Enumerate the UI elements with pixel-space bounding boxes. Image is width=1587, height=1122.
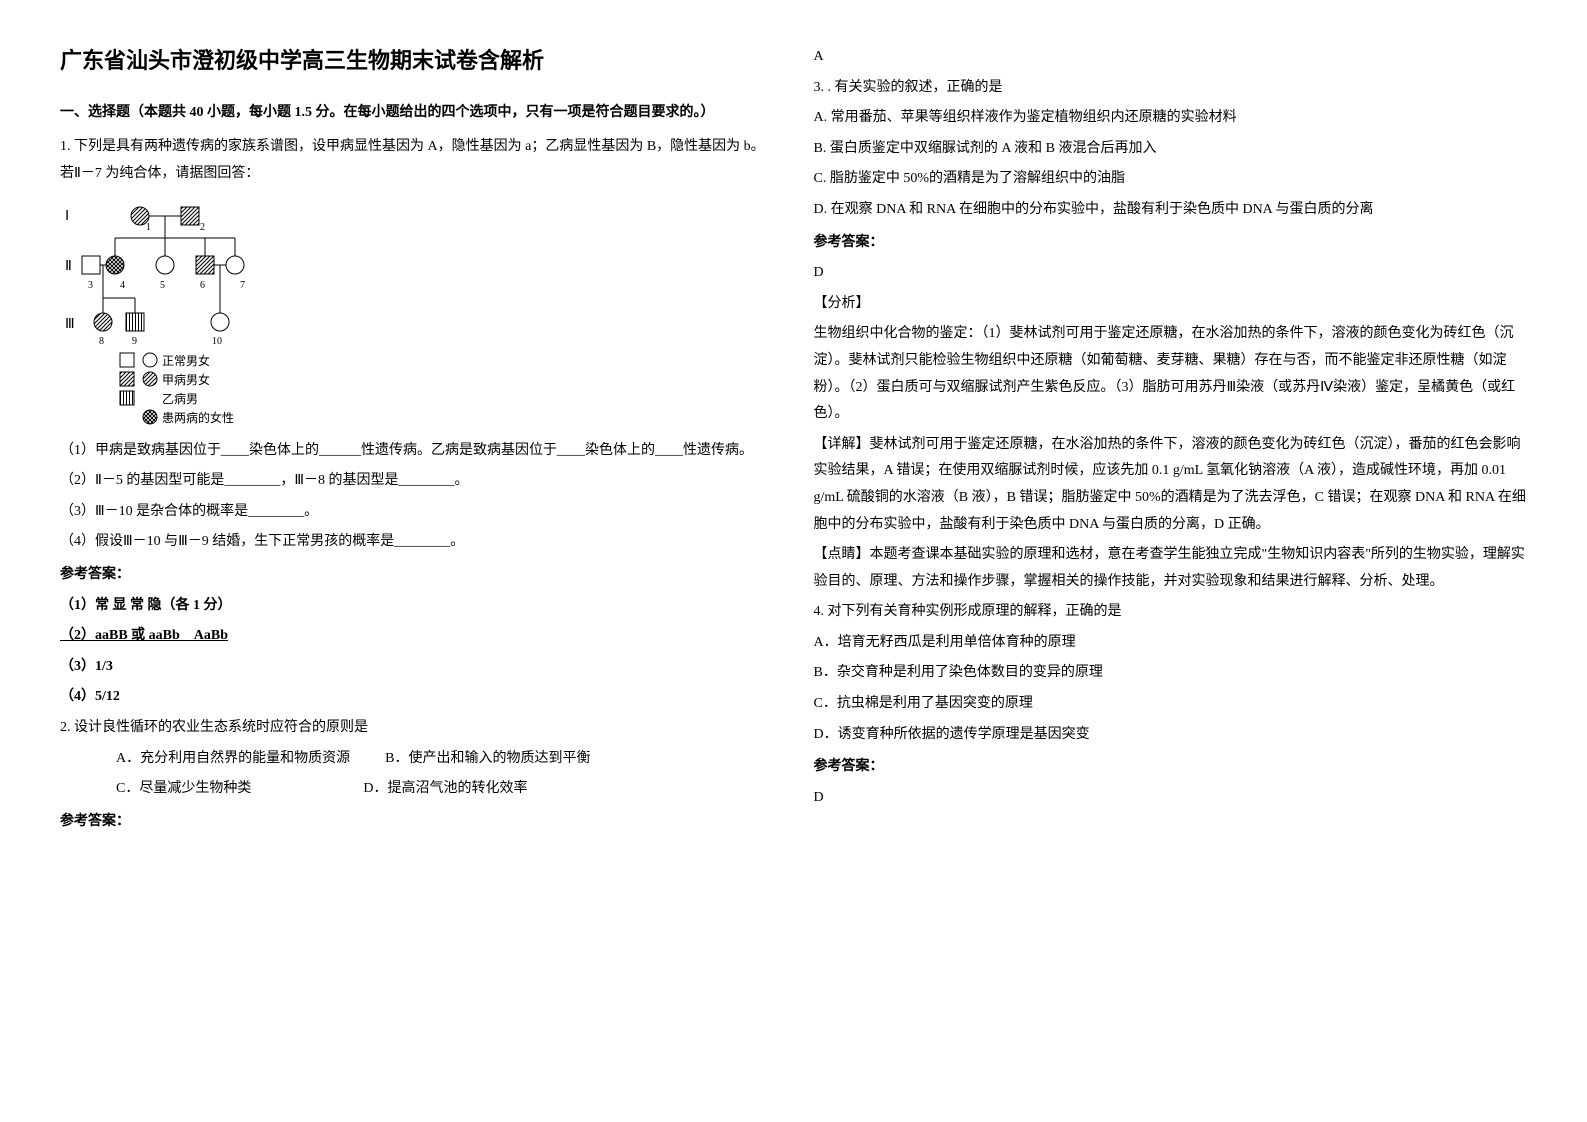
svg-text:患两病的女性: 患两病的女性 xyxy=(162,410,234,425)
svg-text:8: 8 xyxy=(99,336,104,347)
q4-optC: C．抗虫棉是利用了基因突变的原理 xyxy=(814,691,1528,718)
q2-row2: C．尽量减少生物种类 D．提高沼气池的转化效率 xyxy=(60,776,774,803)
svg-text:10: 10 xyxy=(212,336,222,347)
svg-text:Ⅱ: Ⅱ xyxy=(65,259,72,274)
svg-text:5: 5 xyxy=(160,280,165,291)
q2-optD: D．提高沼气池的转化效率 xyxy=(363,781,527,796)
q1-ans2: （2）aaBB 或 aaBb AaBb xyxy=(60,623,774,650)
svg-text:甲病男女: 甲病男女 xyxy=(162,372,210,387)
q2-stem: 2. 设计良性循环的农业生态系统时应符合的原则是 xyxy=(60,715,774,742)
svg-text:正常男女: 正常男女 xyxy=(162,353,210,368)
svg-text:乙病男: 乙病男 xyxy=(162,391,198,406)
q4-ans: D xyxy=(814,785,1528,812)
svg-text:6: 6 xyxy=(200,280,205,291)
pedigree-diagram: Ⅰ 1 2 Ⅱ 3 4 5 6 7 xyxy=(60,198,774,428)
q1-ans4: （4）5/12 xyxy=(60,684,774,711)
q4-stem: 4. 对下列有关育种实例形成原理的解释，正确的是 xyxy=(814,599,1528,626)
q1-sub4: （4）假设Ⅲ－10 与Ⅲ－9 结婚，生下正常男孩的概率是________。 xyxy=(60,529,774,556)
q2-optA: A．充分利用自然界的能量和物质资源 xyxy=(116,751,350,766)
q3-point-text: 本题考查课本基础实验的原理和选材，意在考查学生能独立完成"生物知识内容表"所列的… xyxy=(814,547,1525,589)
right-column: A 3. . 有关实验的叙述，正确的是 A. 常用番茄、苹果等组织样液作为鉴定植… xyxy=(814,40,1528,1082)
q3-optD: D. 在观察 DNA 和 RNA 在细胞中的分布实验中，盐酸有利于染色质中 DN… xyxy=(814,197,1528,224)
q1-stem: 1. 下列是具有两种遗传病的家族系谱图，设甲病显性基因为 A，隐性基因为 a；乙… xyxy=(60,134,774,187)
q1-answer-label: 参考答案： xyxy=(60,562,774,589)
q4-optA: A．培育无籽西瓜是利用单倍体育种的原理 xyxy=(814,630,1528,657)
q3-analysis: 生物组织中化合物的鉴定：（1）斐林试剂可用于鉴定还原糖，在水浴加热的条件下，溶液… xyxy=(814,321,1528,427)
q1-sub2: （2）Ⅱ－5 的基因型可能是________，Ⅲ－8 的基因型是________… xyxy=(60,468,774,495)
q1-ans1: （1）常 显 常 隐（各 1 分） xyxy=(60,593,774,620)
q3-detail: 【详解】斐林试剂可用于鉴定还原糖，在水浴加热的条件下，溶液的颜色变化为砖红色（沉… xyxy=(814,432,1528,538)
q3-analysis-label: 【分析】 xyxy=(814,291,1528,318)
svg-text:9: 9 xyxy=(132,336,137,347)
q3-answer-label: 参考答案： xyxy=(814,230,1528,257)
svg-text:7: 7 xyxy=(240,280,245,291)
svg-text:2: 2 xyxy=(200,222,205,233)
q2-optB: B．使产出和输入的物质达到平衡 xyxy=(385,751,590,766)
page-title: 广东省汕头市澄初级中学高三生物期末试卷含解析 xyxy=(60,40,774,82)
q3-stem: 3. . 有关实验的叙述，正确的是 xyxy=(814,75,1528,102)
q3-point: 【点睛】本题考查课本基础实验的原理和选材，意在考查学生能独立完成"生物知识内容表… xyxy=(814,542,1528,595)
q2-row1: A．充分利用自然界的能量和物质资源 B．使产出和输入的物质达到平衡 xyxy=(60,746,774,773)
svg-text:Ⅰ: Ⅰ xyxy=(65,209,69,224)
q4-answer-label: 参考答案： xyxy=(814,754,1528,781)
q2-ans: A xyxy=(814,44,1528,71)
q3-ans: D xyxy=(814,260,1528,287)
q3-point-label: 【点睛】 xyxy=(814,547,870,562)
q4-optD: D．诱变育种所依据的遗传学原理是基因突变 xyxy=(814,722,1528,749)
q1-sub1: （1）甲病是致病基因位于____染色体上的______性遗传病。乙病是致病基因位… xyxy=(60,438,774,465)
svg-text:4: 4 xyxy=(120,280,125,291)
svg-text:3: 3 xyxy=(88,280,93,291)
q2-answer-label: 参考答案： xyxy=(60,809,774,836)
q3-detail-text: 斐林试剂可用于鉴定还原糖，在水浴加热的条件下，溶液的颜色变化为砖红色（沉淀），番… xyxy=(814,437,1526,532)
q3-optA: A. 常用番茄、苹果等组织样液作为鉴定植物组织内还原糖的实验材料 xyxy=(814,105,1528,132)
q4-optB: B．杂交育种是利用了染色体数目的变异的原理 xyxy=(814,660,1528,687)
q3-optC: C. 脂肪鉴定中 50%的酒精是为了溶解组织中的油脂 xyxy=(814,166,1528,193)
q2-optC: C．尽量减少生物种类 xyxy=(60,781,251,796)
q3-detail-label: 【详解】 xyxy=(814,437,870,452)
q1-ans3: （3）1/3 xyxy=(60,654,774,681)
left-column: 广东省汕头市澄初级中学高三生物期末试卷含解析 一、选择题（本题共 40 小题，每… xyxy=(60,40,774,1082)
pedigree-svg: Ⅰ 1 2 Ⅱ 3 4 5 6 7 xyxy=(60,198,340,428)
svg-text:Ⅲ: Ⅲ xyxy=(65,317,75,332)
q1-sub3: （3）Ⅲ－10 是杂合体的概率是________。 xyxy=(60,499,774,526)
section-heading: 一、选择题（本题共 40 小题，每小题 1.5 分。在每小题给出的四个选项中，只… xyxy=(60,100,774,127)
svg-text:1: 1 xyxy=(146,222,151,233)
q3-optB: B. 蛋白质鉴定中双缩脲试剂的 A 液和 B 液混合后再加入 xyxy=(814,136,1528,163)
